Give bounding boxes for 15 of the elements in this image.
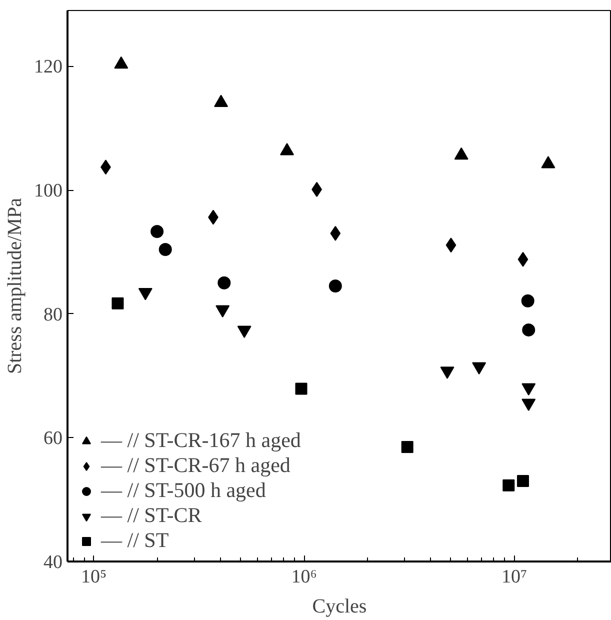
x-tick-label: 10⁷ [501,566,528,588]
x-tick-label: 10⁵ [80,566,107,588]
y-tick-label: 120 [34,56,62,78]
legend-label: — // ST-CR-67 h aged [101,453,290,478]
y-tick-label: 60 [44,428,62,450]
legend-label: — // ST-CR [101,503,202,528]
y-axis-title: Stress amplitude/MPa [4,198,26,374]
legend-label: — // ST-500 h aged [101,478,266,503]
x-tick-label: 10⁶ [291,566,317,588]
y-tick-label: 100 [34,180,62,202]
y-tick-label: 80 [44,304,62,326]
legend-label: — // ST [101,528,169,553]
y-tick-label: 40 [44,552,62,573]
legend-label: — // ST-CR-167 h aged [101,428,301,453]
x-axis-title: Cycles [312,596,367,618]
